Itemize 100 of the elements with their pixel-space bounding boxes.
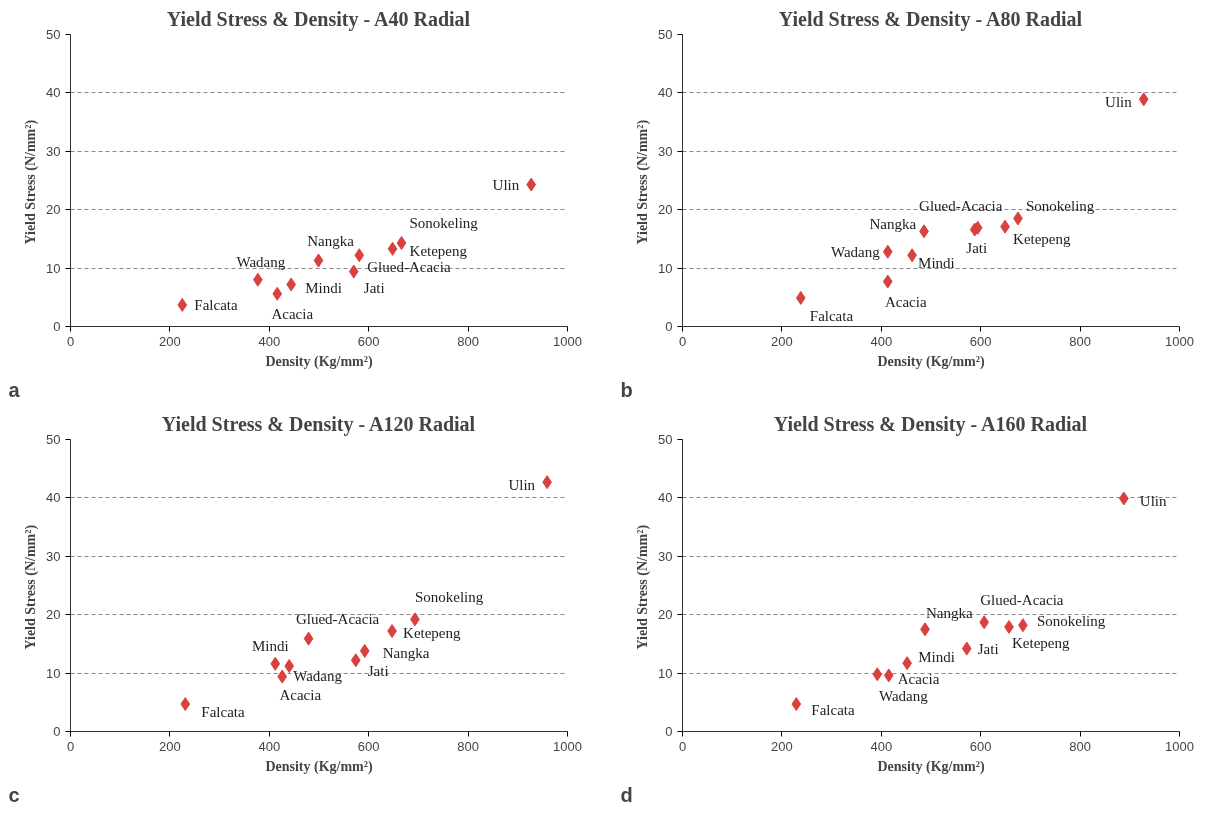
annotation: Mindi	[918, 649, 955, 666]
x-tick-label: 200	[159, 333, 181, 349]
text: b	[620, 378, 633, 401]
annotation: Ketepeng	[403, 625, 462, 642]
annotation: Falcata	[809, 307, 854, 324]
annotation: Jati	[977, 640, 999, 657]
annotation: Nangka	[307, 232, 355, 249]
annotation: Nangka	[869, 216, 917, 233]
x-tick-label: 0	[66, 738, 75, 754]
annotation: Acacia	[279, 686, 322, 703]
annotation: Falcata	[811, 702, 855, 719]
chart-title: Yield Stress & Density - A120 Radial	[161, 412, 476, 436]
annotation: Ketepeng	[409, 242, 468, 259]
x-tick-label: 200	[771, 738, 793, 754]
annotation: Wadang	[878, 688, 929, 705]
x-tick-label: 200	[771, 333, 793, 349]
annotation: Ulin	[508, 477, 536, 494]
x-tick-label: 400	[870, 738, 893, 754]
x-tick-label: 400	[258, 738, 281, 754]
y-tick-label: 0	[53, 724, 61, 739]
annotation: Mindi	[305, 280, 342, 297]
x-tick-label: 600	[357, 333, 380, 349]
x-axis-title: Density (Kg/mm²)	[877, 758, 985, 775]
annotation: Acacia	[897, 671, 940, 688]
annotation: Acacia	[884, 293, 927, 310]
x-tick-label: 800	[457, 738, 479, 754]
x-tick-label: 1000	[1165, 738, 1194, 754]
annotation: Nangka	[926, 605, 974, 622]
annotation: Falcata	[201, 704, 245, 721]
annotation: Ketepeng	[1013, 230, 1072, 247]
text: a	[8, 378, 21, 401]
annotation: Ketepeng	[1012, 634, 1070, 651]
chart-title: Yield Stress & Density - A40 Radial	[166, 7, 471, 31]
y-tick-label: 20	[46, 607, 61, 623]
x-tick-label: 0	[678, 333, 687, 349]
annotation: Glued-Acacia	[367, 259, 451, 276]
y-axis-title: Yield Stress (N/mm²)	[635, 524, 652, 650]
annotation: Sonokeling	[414, 589, 484, 606]
x-tick-label: 0	[66, 333, 75, 349]
y-tick-label: 40	[658, 85, 673, 101]
annotation: Wadang	[830, 243, 881, 260]
x-tick-label: 400	[258, 333, 281, 349]
y-tick-label: 20	[46, 202, 61, 218]
annotation: Mindi	[918, 255, 955, 272]
y-tick-label: 30	[46, 548, 61, 564]
annotation: Ulin	[1139, 493, 1167, 510]
annotation: Glued-Acacia	[295, 610, 380, 627]
y-tick-label: 50	[658, 432, 673, 447]
annotation: Jati	[966, 239, 988, 256]
y-tick-label: 0	[665, 319, 673, 334]
y-tick-label: 30	[658, 548, 673, 564]
x-tick-label: 600	[969, 738, 992, 754]
x-axis-title: Density (Kg/mm²)	[265, 758, 373, 775]
y-axis-title: Yield Stress (N/mm²)	[23, 524, 40, 650]
annotation: Wadang	[236, 253, 286, 270]
annotation: Wadang	[293, 668, 343, 685]
annotation: Jati	[363, 279, 385, 296]
y-axis-title: Yield Stress (N/mm²)	[635, 119, 652, 245]
y-tick-label: 10	[46, 260, 61, 276]
y-tick-label: 20	[658, 607, 673, 623]
x-tick-label: 800	[1069, 333, 1091, 349]
annotation: Ulin	[492, 176, 520, 193]
y-tick-label: 30	[658, 143, 673, 159]
y-tick-label: 30	[46, 143, 61, 159]
x-tick-label: 400	[870, 333, 893, 349]
y-tick-label: 10	[658, 260, 673, 276]
x-tick-label: 1000	[1165, 333, 1194, 349]
annotation: Jati	[367, 663, 389, 680]
y-tick-label: 10	[46, 665, 61, 681]
annotation: Falcata	[194, 296, 238, 313]
annotation: Sonokeling	[409, 214, 479, 231]
annotation: Nangka	[382, 644, 430, 661]
annotation: Glued-Acacia	[980, 592, 1064, 609]
annotation: Sonokeling	[1025, 198, 1095, 215]
annotation: Ulin	[1105, 94, 1133, 111]
x-tick-label: 600	[969, 333, 992, 349]
y-tick-label: 10	[658, 665, 673, 681]
annotation: Sonokeling	[1036, 613, 1106, 630]
annotation: Glued-Acacia	[919, 197, 1003, 214]
y-tick-label: 40	[658, 490, 673, 506]
text: d	[620, 783, 633, 806]
x-tick-label: 1000	[553, 738, 582, 754]
x-tick-label: 1000	[553, 333, 582, 349]
chart-title: Yield Stress & Density - A160 Radial	[773, 412, 1088, 436]
text: c	[8, 783, 20, 806]
x-tick-label: 600	[357, 738, 380, 754]
y-tick-label: 50	[46, 432, 61, 447]
x-tick-label: 800	[457, 333, 479, 349]
y-tick-label: 0	[53, 319, 61, 334]
y-tick-label: 50	[658, 27, 673, 42]
y-axis-title: Yield Stress (N/mm²)	[23, 119, 40, 245]
x-tick-label: 800	[1069, 738, 1091, 754]
x-axis-title: Density (Kg/mm²)	[265, 353, 373, 370]
chart-title: Yield Stress & Density - A80 Radial	[778, 7, 1083, 31]
annotation: Mindi	[251, 637, 289, 654]
y-tick-label: 40	[46, 490, 61, 506]
annotation: Acacia	[271, 305, 314, 322]
x-tick-label: 200	[159, 738, 181, 754]
x-axis-title: Density (Kg/mm²)	[877, 353, 985, 370]
x-tick-label: 0	[678, 738, 687, 754]
